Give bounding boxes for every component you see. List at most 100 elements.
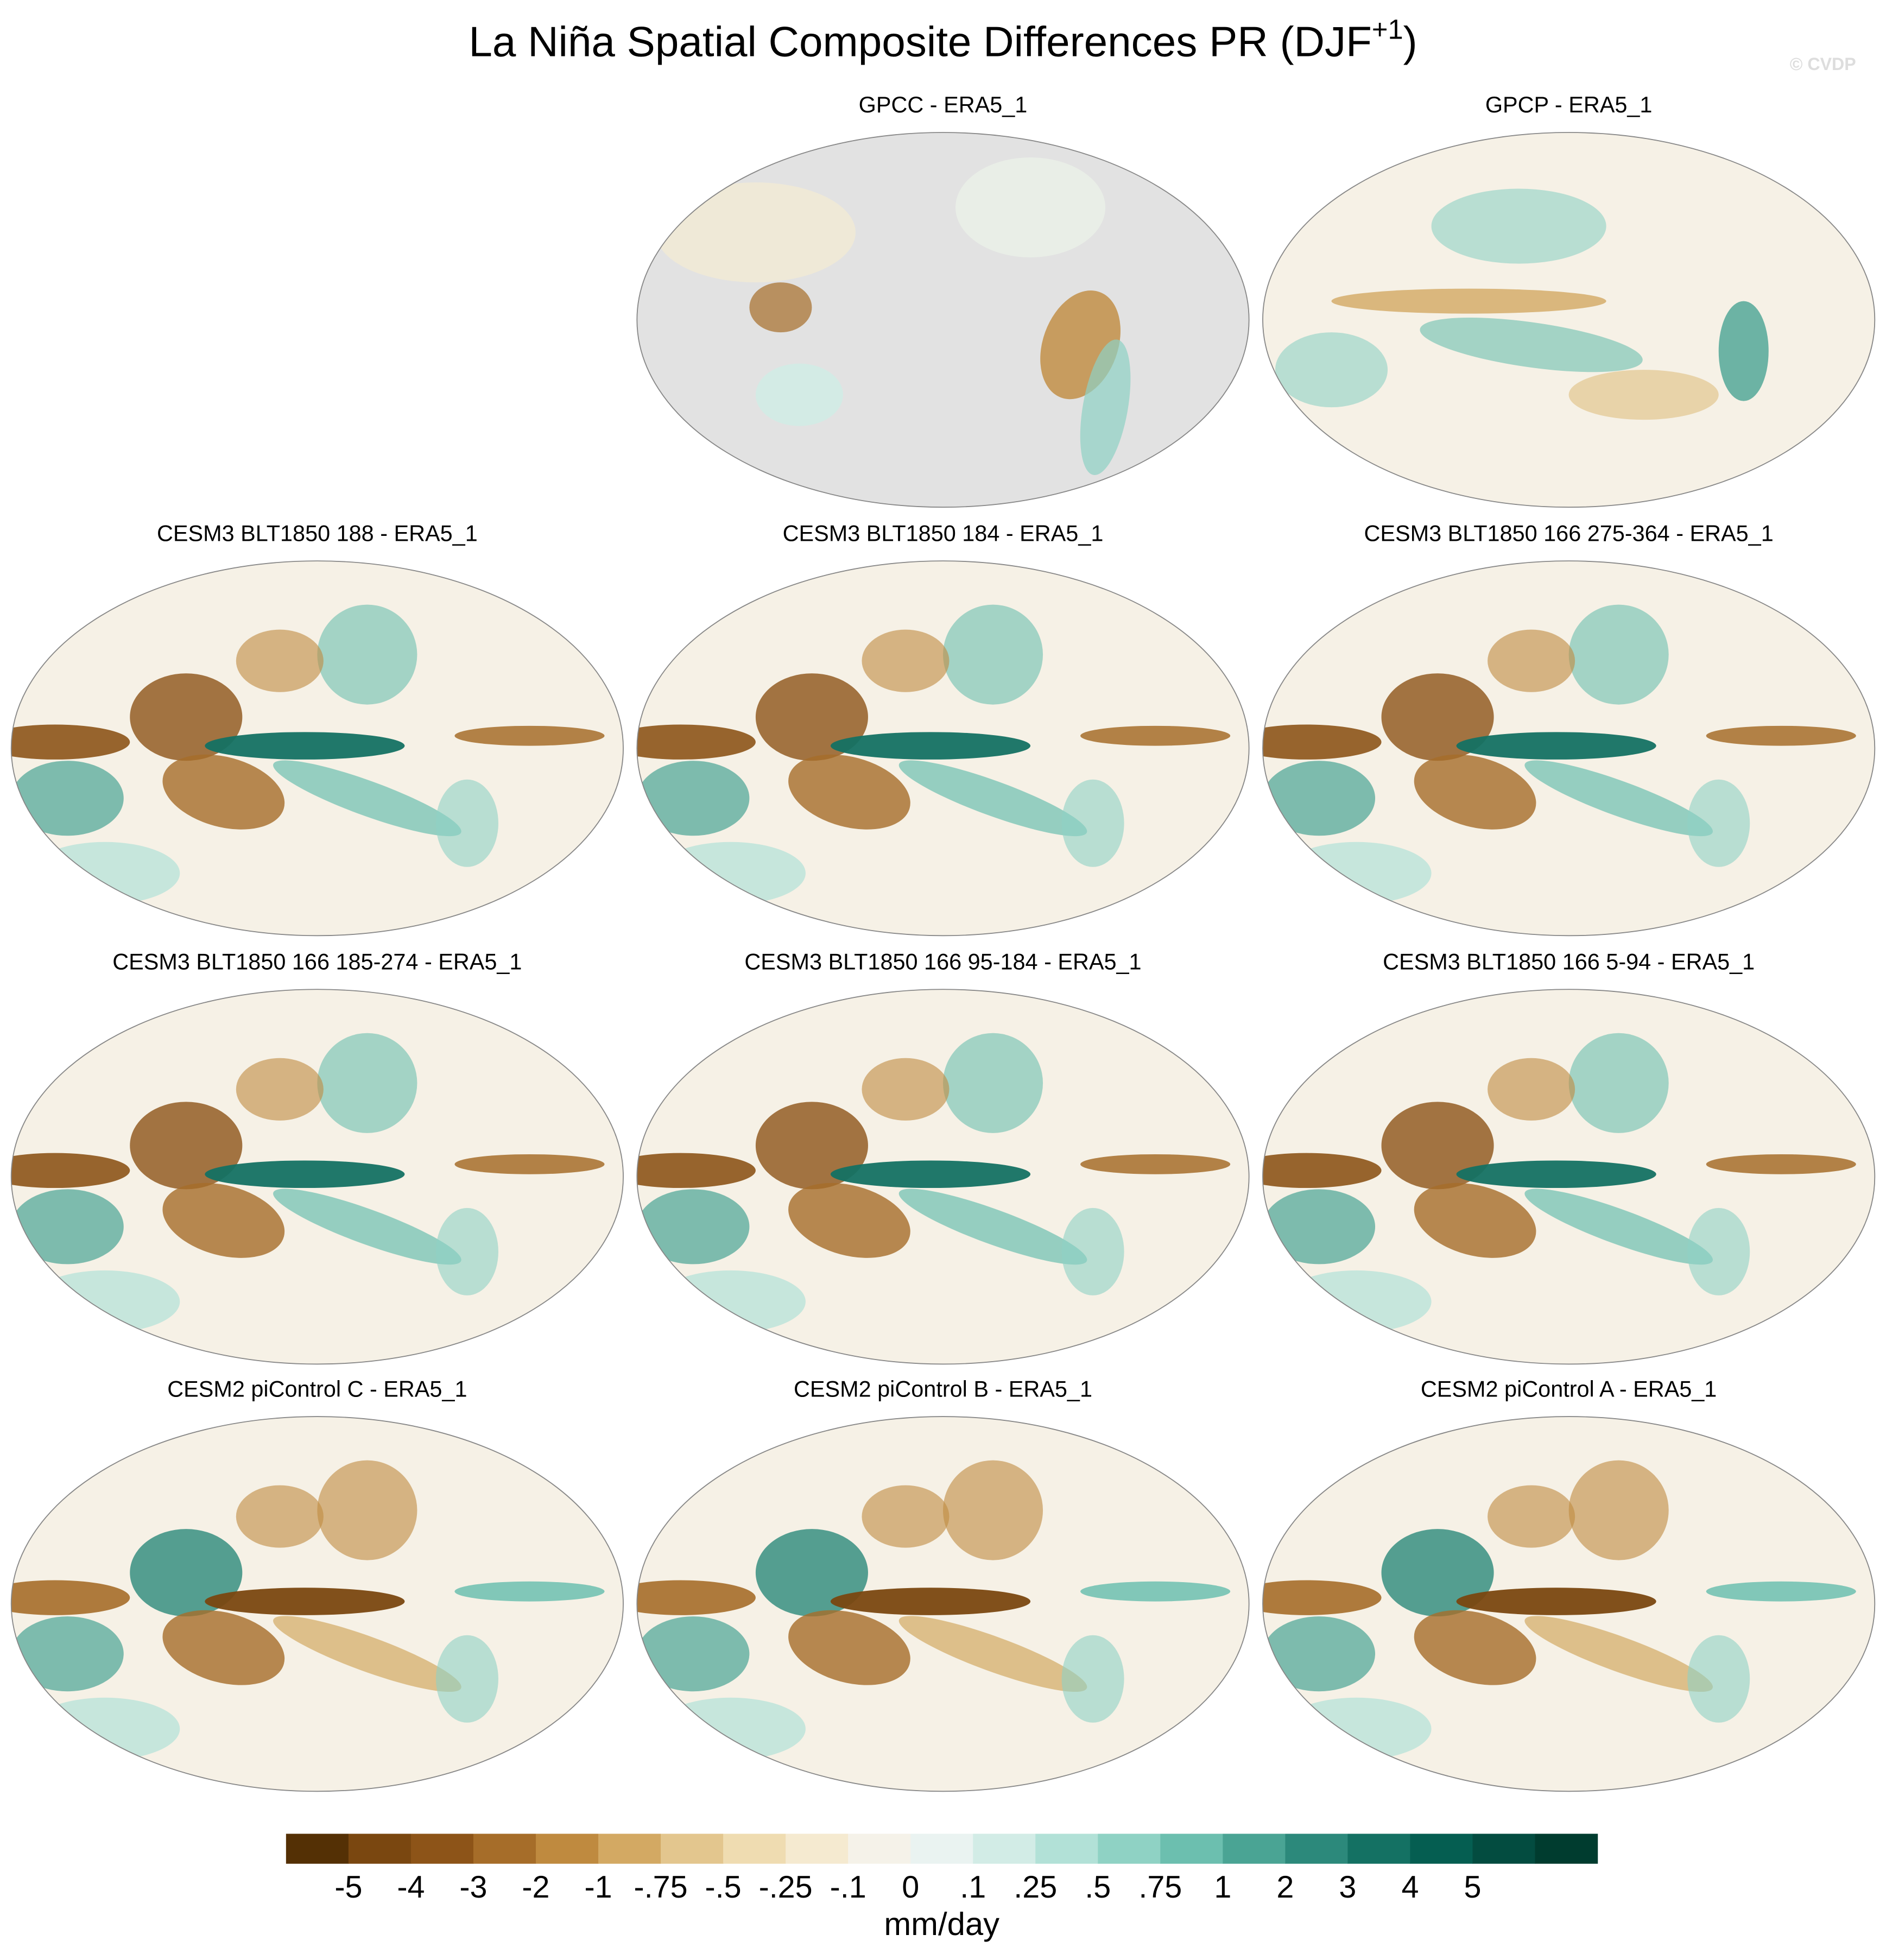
map-shading — [755, 673, 868, 761]
map-shading — [435, 779, 498, 867]
colorbar-box — [910, 1833, 973, 1864]
map-shading — [1687, 1207, 1750, 1295]
map-shading — [1262, 1580, 1382, 1615]
colorbar-box — [786, 1833, 849, 1864]
map-outline — [1262, 989, 1876, 1365]
map — [11, 989, 624, 1364]
map-outline — [10, 1416, 624, 1792]
colorbar-tick-label: .1 — [960, 1870, 986, 1905]
map-shading — [1488, 629, 1575, 692]
colorbar-tick-label: -2 — [522, 1870, 549, 1905]
map-shading — [637, 1189, 750, 1264]
map-shading — [130, 1102, 243, 1190]
map-shading — [162, 754, 285, 830]
colorbar-box — [973, 1833, 1036, 1864]
colorbar-tick-label: .5 — [1085, 1870, 1111, 1905]
map-shading — [755, 1529, 868, 1617]
map — [1262, 1417, 1875, 1792]
map-shading — [162, 1183, 285, 1258]
colorbar-tick-label: .75 — [1138, 1870, 1182, 1905]
map-shading — [788, 754, 910, 830]
map-shading — [830, 1588, 1031, 1615]
panel-title: CESM3 BLT1850 166 275-364 - ERA5_1 — [1364, 521, 1774, 546]
map-shading — [955, 157, 1106, 258]
colorbar-tick-label: -3 — [459, 1870, 487, 1905]
map-shading — [637, 1580, 756, 1615]
map-shading — [1414, 754, 1536, 830]
map-outline — [10, 560, 624, 937]
map — [637, 561, 1249, 936]
title-close: ) — [1403, 18, 1417, 66]
map-shading — [1568, 370, 1719, 420]
map-shading — [755, 363, 843, 426]
map-shading — [637, 761, 750, 836]
colorbar-tick-label: 0 — [902, 1870, 919, 1905]
panel-title: GPCC - ERA5_1 — [859, 92, 1028, 117]
map-shading — [1262, 1189, 1376, 1264]
map-outline — [1262, 132, 1876, 508]
colorbar-box — [661, 1833, 724, 1864]
map-shading — [435, 1635, 498, 1723]
map-shading — [1420, 317, 1643, 372]
map-shading — [1080, 725, 1231, 746]
map-shading — [862, 1485, 950, 1548]
panel-title: CESM3 BLT1850 188 - ERA5_1 — [157, 521, 478, 546]
map-shading — [454, 1581, 605, 1602]
map — [1262, 561, 1875, 936]
map-shading — [1456, 1160, 1656, 1188]
map-shading — [637, 724, 756, 760]
map-shading — [1080, 339, 1131, 475]
panel-title: GPCP - ERA5_1 — [1485, 92, 1653, 117]
colorbar-box — [1223, 1833, 1286, 1864]
colorbar-tick-label: -1 — [584, 1870, 612, 1905]
colorbar-box — [1410, 1833, 1473, 1864]
map-shading — [1262, 724, 1382, 760]
colorbar-label: mm/day — [884, 1906, 999, 1942]
map-shading — [1381, 1529, 1494, 1617]
map — [637, 132, 1249, 508]
map-shading — [862, 1058, 950, 1121]
colorbar-box — [723, 1833, 786, 1864]
map — [11, 561, 624, 936]
map-shading — [1687, 1635, 1750, 1723]
map-shading — [1687, 779, 1750, 867]
colorbar-tick-label: -.75 — [634, 1870, 688, 1905]
map-shading — [1080, 1581, 1231, 1602]
colorbar-tick-label: -5 — [334, 1870, 362, 1905]
map-shading — [749, 282, 812, 333]
map-shading — [1488, 1485, 1575, 1548]
map-shading — [898, 1188, 1087, 1265]
map-shading — [830, 732, 1031, 760]
panel-title: CESM3 BLT1850 166 95-184 - ERA5_1 — [744, 949, 1141, 974]
map-shading — [898, 1616, 1087, 1692]
map-background — [1262, 132, 1875, 508]
map-shading — [1568, 1033, 1669, 1133]
map-shading — [830, 1160, 1031, 1188]
map-shading — [1414, 1610, 1536, 1685]
map-shading — [130, 673, 243, 761]
map-shading — [943, 604, 1043, 705]
map-shading — [1524, 1616, 1713, 1692]
colorbar-box — [1535, 1833, 1598, 1864]
map-shading — [11, 1153, 130, 1188]
map-shading — [11, 724, 130, 760]
colorbar-box — [535, 1833, 599, 1864]
map — [11, 1417, 624, 1792]
map-shading — [655, 182, 856, 283]
map-shading — [1568, 604, 1669, 705]
map-shading — [1262, 1616, 1376, 1692]
colorbar-box — [473, 1833, 536, 1864]
map-shading — [1706, 1154, 1856, 1174]
colorbar-tick-label: -.5 — [705, 1870, 742, 1905]
map-shading — [317, 1033, 417, 1133]
map-shading — [236, 1485, 324, 1548]
map-shading — [1456, 1588, 1656, 1615]
map-shading — [1524, 1188, 1713, 1265]
map — [637, 989, 1249, 1364]
colorbar-tick-label: 1 — [1214, 1870, 1231, 1905]
map-shading — [1262, 1153, 1382, 1188]
colorbar-tick-label: 2 — [1276, 1870, 1294, 1905]
map-shading — [435, 1207, 498, 1295]
map-shading — [317, 604, 417, 705]
